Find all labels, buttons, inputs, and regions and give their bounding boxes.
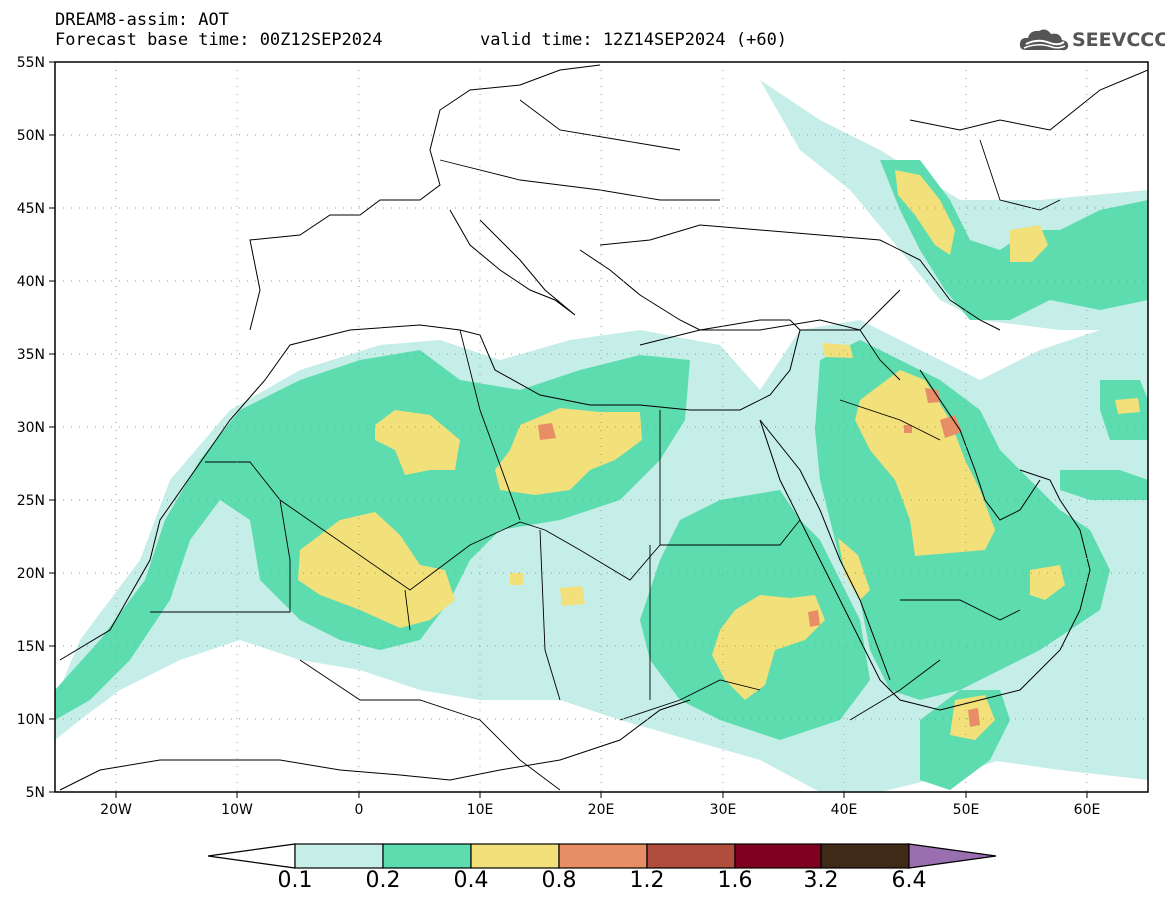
colorbar-low-arrow <box>207 843 296 869</box>
lon-label: 40E <box>831 802 858 818</box>
cloud-logo-icon <box>1019 29 1069 51</box>
colorbar-high-arrow <box>908 843 997 869</box>
lat-ticks <box>49 61 55 793</box>
lon-label: 10W <box>221 802 253 818</box>
colorbar <box>207 843 997 869</box>
lat-label: 30N <box>17 420 45 436</box>
lat-label: 5N <box>26 785 45 801</box>
colorbar-bin <box>558 843 648 869</box>
lon-label: 20E <box>588 802 615 818</box>
colorbar-bin <box>646 843 736 869</box>
graticule <box>55 62 1148 792</box>
seevccc-logo: SEEVCCC <box>1018 26 1165 54</box>
lon-label: 50E <box>953 802 980 818</box>
colorbar-bin <box>382 843 472 869</box>
country-borders <box>150 99 1061 791</box>
lon-ticks <box>115 792 1088 798</box>
lon-label: 0 <box>355 802 364 818</box>
colorbar-bin <box>820 843 910 869</box>
lon-label: 30E <box>710 802 737 818</box>
colorbar-label: 0.8 <box>541 868 577 893</box>
lat-label: 15N <box>17 639 45 655</box>
lat-label: 25N <box>17 493 45 509</box>
colorbar-bin <box>470 843 560 869</box>
colorbar-bin <box>734 843 822 869</box>
lat-labels: 55N 50N 45N 40N 35N 30N 25N 20N 15N 10N … <box>17 55 45 801</box>
lon-label: 10E <box>467 802 494 818</box>
colorbar-label: 1.2 <box>629 868 665 893</box>
coastlines <box>59 64 1148 791</box>
colorbar-label: 0.2 <box>365 868 401 893</box>
lat-label: 35N <box>17 347 45 363</box>
lon-labels: 20W 10W 0 10E 20E 30E 40E 50E 60E <box>100 802 1100 818</box>
colorbar-label: 1.6 <box>717 868 753 893</box>
colorbar-label: 0.4 <box>453 868 489 893</box>
lon-label: 60E <box>1074 802 1101 818</box>
lat-label: 10N <box>17 712 45 728</box>
logo-text: SEEVCCC <box>1072 29 1165 51</box>
lat-label: 20N <box>17 566 45 582</box>
valid-time: valid time: 12Z14SEP2024 (+60) <box>480 30 788 50</box>
aot-field <box>55 62 1148 792</box>
map-title: DREAM8-assim: AOT <box>55 10 229 30</box>
colorbar-label: 6.4 <box>891 868 927 893</box>
colorbar-label: 0.1 <box>277 868 313 893</box>
lat-label: 55N <box>17 55 45 71</box>
lat-label: 45N <box>17 201 45 217</box>
lat-label: 40N <box>17 274 45 290</box>
colorbar-bin <box>294 843 384 869</box>
forecast-base-time: Forecast base time: 00Z12SEP2024 <box>55 30 383 50</box>
colorbar-label: 3.2 <box>803 868 839 893</box>
lat-label: 50N <box>17 128 45 144</box>
lon-label: 20W <box>100 802 132 818</box>
